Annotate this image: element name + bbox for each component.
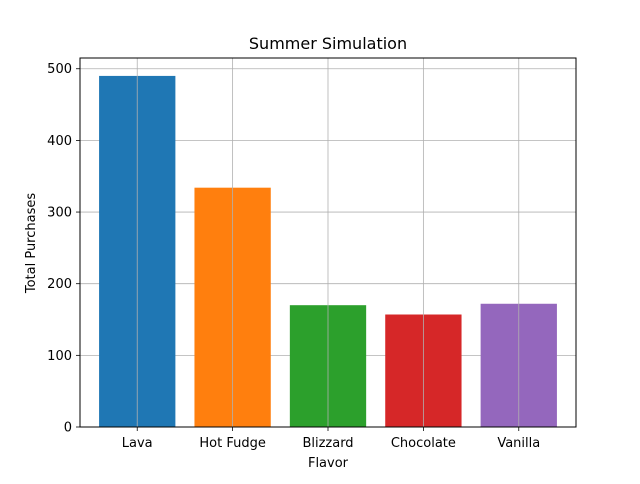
x-tick-label: Chocolate	[391, 436, 456, 451]
x-tick-label: Hot Fudge	[199, 436, 265, 451]
vertical-grid-lines	[136, 58, 520, 427]
x-tick-label: Vanilla	[497, 436, 540, 451]
x-tick-label: Blizzard	[302, 436, 353, 451]
y-tick-label: 200	[47, 277, 72, 292]
y-axis-label: Total Purchases	[24, 193, 39, 295]
y-tick-label: 400	[47, 134, 72, 149]
y-tick-label: 500	[47, 62, 72, 77]
y-tick-label: 0	[64, 421, 72, 436]
y-tick-label: 100	[47, 349, 72, 364]
chart-title: Summer Simulation	[249, 34, 407, 53]
x-axis-ticks: Lava Hot Fudge Blizzard Chocolate Vanilla	[122, 427, 540, 451]
x-axis-label: Flavor	[308, 456, 349, 471]
y-tick-label: 300	[47, 206, 72, 221]
y-axis-ticks: 0 100 200 300 400 500	[47, 62, 80, 436]
x-tick-label: Lava	[122, 436, 153, 451]
